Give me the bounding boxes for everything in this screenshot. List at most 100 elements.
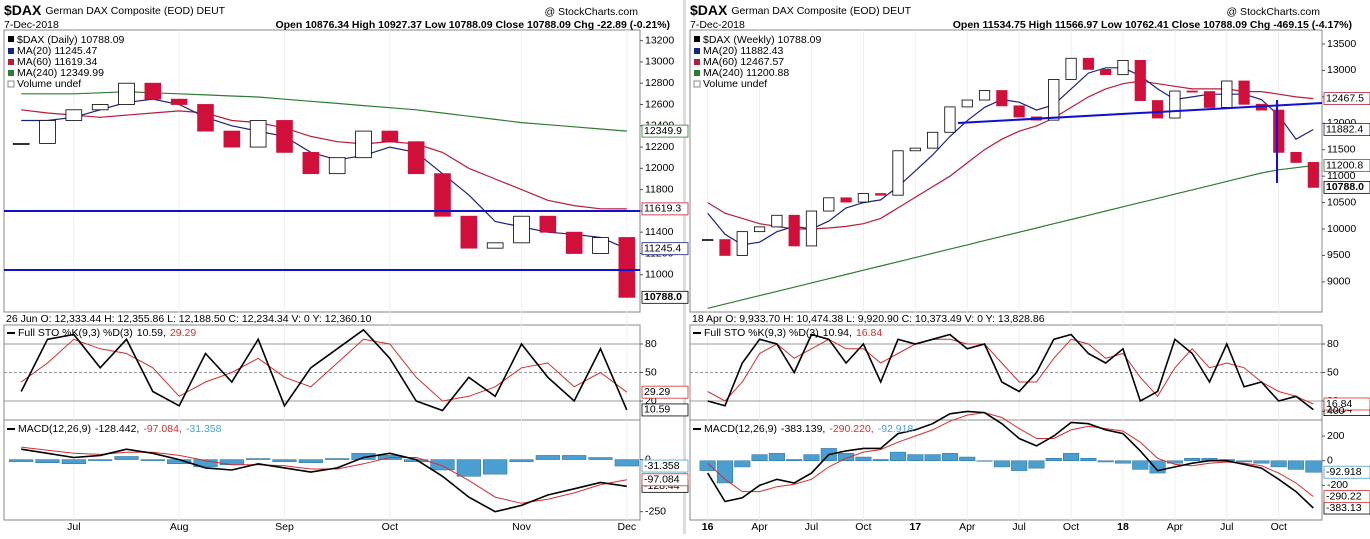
end-label: 10.59	[644, 404, 670, 416]
y-tick-label: 12600	[645, 98, 674, 110]
symbol: $DAX	[690, 2, 728, 18]
legend-swatch	[693, 80, 701, 88]
x-tick-label: Apr	[959, 521, 976, 533]
candle	[892, 150, 904, 196]
histogram-bar	[976, 460, 993, 462]
end-label-box	[641, 290, 689, 304]
legend-text: $DAX (Daily) 10788.09	[17, 34, 125, 46]
y-tick-label: 0	[645, 453, 651, 465]
legend-swatch	[8, 59, 14, 65]
candle	[355, 130, 372, 159]
y-tick-label: 10000	[1327, 223, 1356, 235]
y-tick-label: 13500	[1327, 38, 1356, 50]
end-label-box	[641, 385, 689, 399]
histogram-bar	[1063, 453, 1080, 461]
histogram-bar	[509, 459, 534, 462]
histogram-bar	[1080, 458, 1097, 461]
y-tick-label: 11000	[1327, 170, 1356, 182]
histogram-bar	[1011, 460, 1028, 471]
divider	[683, 0, 686, 534]
end-label-box	[641, 459, 689, 473]
legend-text: $DAX (Weekly) 10788.09	[703, 34, 821, 46]
histogram-bar	[786, 459, 803, 461]
candle	[823, 197, 835, 212]
x-tick-label: Sep	[275, 521, 294, 533]
y-tick-label: 11800	[645, 183, 674, 195]
y-tick-label: 200	[1327, 430, 1345, 442]
legend-entry: -31.358	[186, 423, 222, 435]
chart-title: German DAX Composite (EOD) DEUT	[731, 5, 911, 17]
candle	[618, 237, 636, 298]
candle	[1186, 90, 1198, 93]
candle	[513, 215, 530, 244]
end-label-box	[641, 124, 689, 138]
price-panel	[3, 29, 641, 313]
x-tick-label: Apr	[751, 521, 768, 533]
candle	[460, 215, 478, 249]
histogram-bar	[588, 457, 613, 460]
histogram-bar	[246, 458, 271, 460]
macd-legend: MACD(12,26,9) -128.442, -97.084, -31.358	[18, 423, 222, 435]
candle	[857, 193, 869, 203]
watermark: @ StockCharts.com	[544, 6, 638, 18]
histogram-bar	[1236, 460, 1253, 463]
histogram-bar	[9, 459, 34, 462]
histogram-bar	[272, 459, 297, 462]
series-line	[707, 410, 1314, 509]
candle	[1100, 68, 1112, 76]
header-title: $DAX German DAX Composite (EOD) DEUT	[690, 2, 912, 18]
price-panel	[689, 29, 1323, 313]
histogram-bar	[889, 451, 907, 461]
candle	[788, 214, 800, 247]
legend-entry: Volume undef	[17, 78, 81, 90]
histogram-bar	[907, 454, 924, 461]
legend-entry: -290.220,	[829, 423, 873, 435]
end-label: 10788.0	[1326, 181, 1364, 193]
y-tick-label: 11400	[645, 226, 674, 238]
x-tick-label: Nov	[512, 521, 531, 533]
legend-entry: MA(60) 12467.57	[703, 56, 784, 68]
y-tick-label: 50	[1327, 366, 1339, 378]
legend-title: MACD(12,26,9)	[704, 423, 777, 435]
legend-entry: MA(240) 12349.99	[17, 67, 104, 79]
series-line	[20, 338, 628, 402]
drawn-annotations	[4, 100, 1323, 271]
candle	[1238, 80, 1250, 105]
histogram-bar	[1045, 458, 1062, 461]
legend-swatch	[694, 48, 700, 54]
candle	[302, 151, 320, 175]
histogram-bar	[959, 456, 976, 461]
y-tick-label: 80	[1327, 338, 1339, 350]
end-label: 11245.4	[644, 242, 681, 254]
quote: Open 10876.34 High 10927.37 Low 10788.09…	[275, 19, 670, 31]
end-label: 11619.3	[644, 203, 681, 215]
histogram-bar	[1305, 460, 1322, 473]
x-tick-label: Oct	[855, 521, 871, 533]
symbol: $DAX	[4, 2, 42, 18]
candle	[91, 104, 109, 111]
candle	[978, 90, 991, 101]
legend-entry: MA(60) 11619.34	[17, 56, 98, 68]
x-tick-label: 18	[1117, 521, 1129, 533]
candle	[276, 120, 293, 153]
candle	[927, 131, 939, 149]
histogram-bar	[993, 460, 1010, 468]
candle	[1221, 80, 1233, 108]
candle	[565, 231, 583, 254]
candle	[1169, 90, 1181, 119]
candle	[719, 239, 731, 256]
histogram-bar	[803, 454, 820, 461]
end-label-box	[1323, 159, 1370, 172]
x-tick-label: Oct	[382, 521, 398, 533]
x-tick-label: Aug	[170, 521, 189, 533]
series-line	[707, 412, 1314, 497]
candle	[909, 147, 921, 152]
candle	[1013, 105, 1025, 118]
histogram-bar	[325, 458, 350, 460]
chart-title: German DAX Composite (EOD) DEUT	[45, 5, 225, 17]
y-tick-label: -200	[1327, 479, 1348, 491]
end-label-box	[1323, 490, 1370, 503]
histogram-bar	[838, 453, 855, 461]
x-tick-label: Oct	[1271, 521, 1287, 533]
y-tick-label: 50	[645, 366, 657, 378]
